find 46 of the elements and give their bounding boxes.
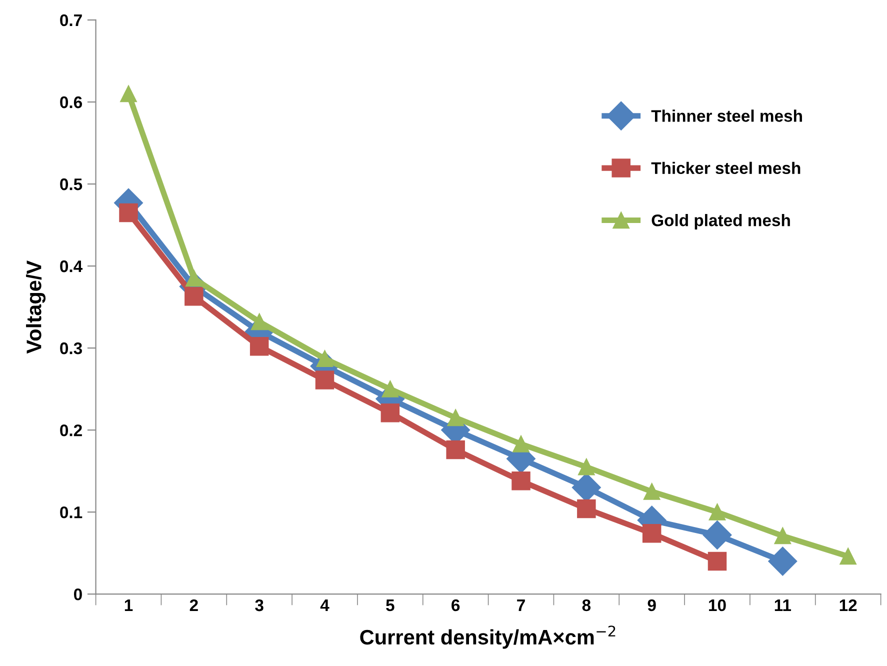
point (120, 85, 137, 102)
y-tick-label: 0.6 (60, 96, 82, 108)
y-tick-label: 0.5 (60, 178, 82, 190)
legend-label: Thicker steel mesh (651, 162, 800, 174)
point (382, 380, 399, 398)
y-tick-label: 0 (74, 588, 82, 600)
x-tick-label: 12 (840, 599, 857, 612)
legend-label: Thinner steel mesh (651, 110, 802, 122)
x-tick-label: 5 (386, 600, 394, 612)
x-tick-label: 8 (582, 599, 591, 612)
point (577, 499, 596, 518)
x-tick-label: 7 (517, 600, 525, 612)
point (708, 552, 727, 571)
point (774, 528, 791, 544)
x-tick-label: 1 (124, 600, 133, 612)
y-tick-label: 0.3 (60, 342, 82, 354)
y-axis-title: Voltage/V (26, 260, 46, 354)
x-axis-title: Current density/mA×cm$^{−2}$ (360, 626, 616, 649)
point (644, 483, 660, 500)
legend-label: Gold plated mesh (652, 214, 790, 230)
y-tick-label: 0.7 (60, 14, 82, 26)
point (251, 313, 268, 330)
point (578, 458, 595, 476)
point (708, 504, 726, 520)
y-tick-label: 0.2 (60, 424, 82, 436)
point (447, 409, 464, 426)
point (446, 440, 465, 460)
point (840, 548, 856, 565)
point (119, 203, 138, 222)
point (702, 520, 732, 550)
x-tick-label: 11 (774, 600, 792, 612)
point (315, 370, 334, 390)
x-tick-label: 3 (255, 599, 264, 612)
x-tick-label: 10 (709, 599, 726, 612)
point (512, 472, 530, 490)
point (768, 546, 798, 576)
x-tick-label: 2 (190, 599, 198, 612)
point (380, 403, 400, 422)
point (250, 337, 269, 356)
x-tick-label: 9 (648, 599, 656, 612)
x-tick-label: 6 (452, 599, 460, 612)
y-tick-label: 0.4 (60, 260, 83, 272)
point (642, 524, 662, 543)
x-tick-label: 4 (320, 600, 330, 612)
point (512, 436, 530, 452)
y-tick-label: 0.1 (60, 506, 82, 518)
